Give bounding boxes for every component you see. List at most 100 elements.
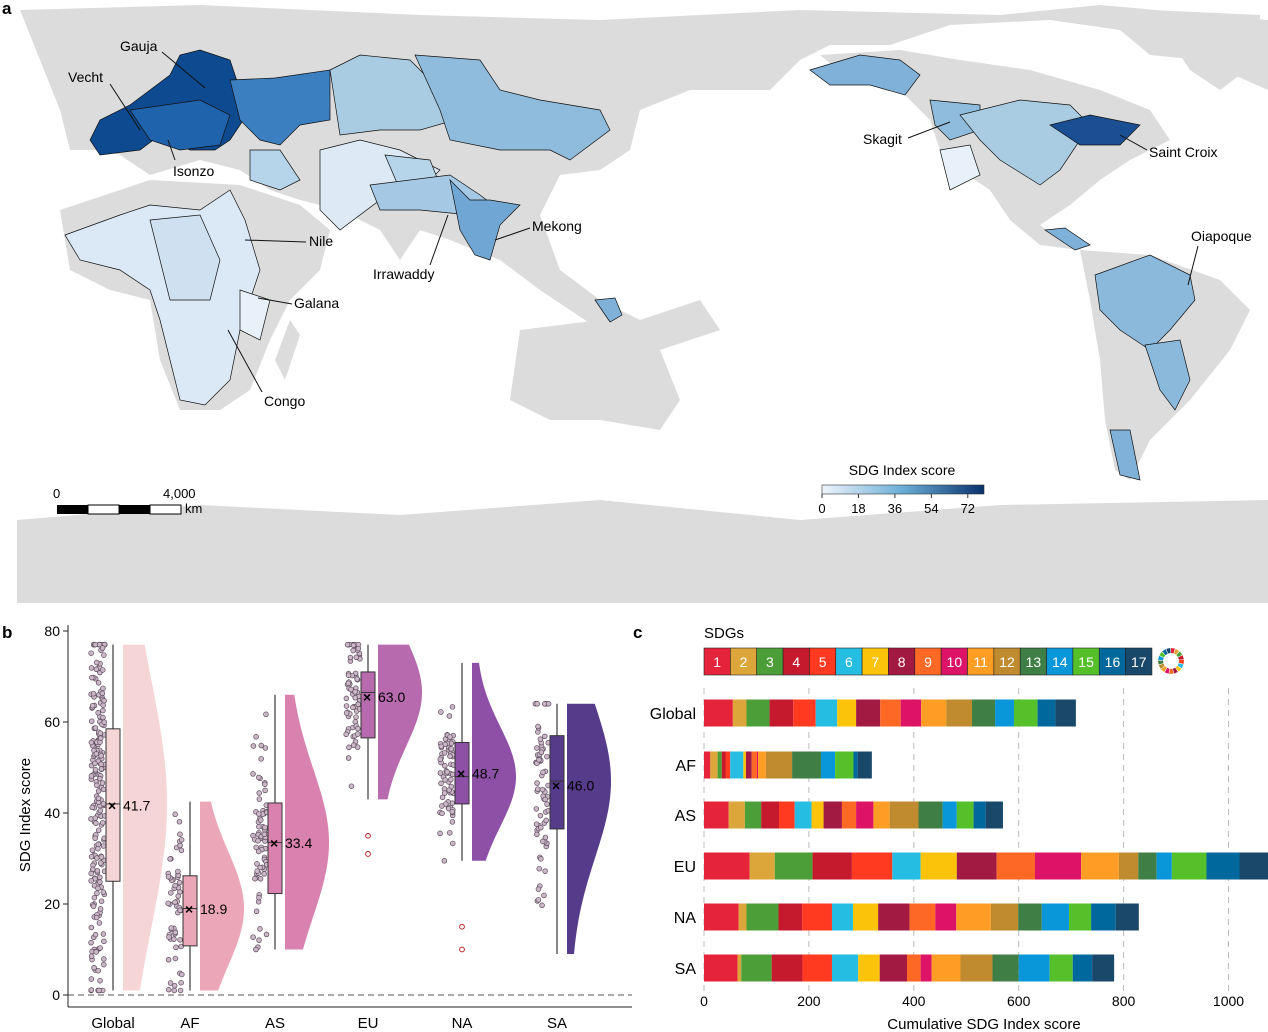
data-point xyxy=(536,865,542,872)
density-cloud xyxy=(472,662,516,861)
data-point xyxy=(541,892,547,899)
bar-segment-sdg-8 xyxy=(878,903,910,931)
data-point xyxy=(88,924,95,931)
leader-line xyxy=(1119,134,1148,151)
data-point xyxy=(167,856,173,862)
bar-segment-sdg-11 xyxy=(758,751,766,779)
data-point xyxy=(449,771,456,778)
bar-segment-sdg-1 xyxy=(704,954,738,982)
data-point xyxy=(88,773,95,779)
category-label: AF xyxy=(676,758,697,775)
bar-segment-sdg-9 xyxy=(841,801,857,829)
sdg-legend-label: 3 xyxy=(766,654,774,670)
bar-segment-sdg-12 xyxy=(765,751,793,779)
y-tick-label: 80 xyxy=(44,623,60,639)
data-point xyxy=(96,987,102,994)
data-point xyxy=(90,866,96,873)
sdg-wheel-segment xyxy=(1161,666,1167,673)
y-tick-label: 20 xyxy=(44,896,60,912)
scale-end: 4,000 xyxy=(163,486,196,501)
bar-segment-sdg-5 xyxy=(725,751,731,779)
data-point xyxy=(88,650,94,656)
panel-a-label: a xyxy=(2,0,12,18)
data-point xyxy=(175,893,181,899)
data-point xyxy=(540,838,546,845)
bar-segment-sdg-16 xyxy=(1206,852,1240,880)
bar-segment-sdg-11 xyxy=(931,954,961,982)
data-point xyxy=(100,843,107,849)
leader-line xyxy=(494,227,531,241)
river-basin xyxy=(249,149,301,191)
sdg-legend-label: 8 xyxy=(898,654,906,670)
data-point xyxy=(449,808,455,815)
data-point xyxy=(350,704,356,711)
bar-segment-sdg-4 xyxy=(761,801,780,829)
bar-segment-sdg-15 xyxy=(1069,903,1092,931)
data-point xyxy=(539,902,545,909)
legend-title: SDG Index score xyxy=(849,462,956,478)
data-point xyxy=(438,709,444,715)
sdg-wheel-segment xyxy=(1166,648,1171,654)
data-point xyxy=(534,780,540,786)
bar-segment-sdg-13 xyxy=(918,801,943,829)
world-map: Gauja Vecht Isonzo Nile Galana Congo Irrawaddy… xyxy=(2,0,1268,603)
data-point xyxy=(97,807,104,814)
bar-segment-sdg-16 xyxy=(973,801,986,829)
data-point xyxy=(447,830,453,836)
data-point xyxy=(252,875,258,882)
data-point xyxy=(88,718,95,724)
x-tick-label: NA xyxy=(452,1015,473,1032)
data-point xyxy=(256,774,262,781)
bar-segment-sdg-3 xyxy=(746,903,779,931)
legend-tick-label: 18 xyxy=(851,501,865,516)
data-point xyxy=(98,753,104,759)
data-point xyxy=(99,645,106,651)
bar-segment-sdg-13 xyxy=(792,751,821,779)
river-basins xyxy=(64,49,1196,481)
data-point xyxy=(250,934,256,940)
mean-label: 18.9 xyxy=(200,901,227,917)
bar-segment-sdg-15 xyxy=(1171,852,1207,880)
bar-segment-sdg-14 xyxy=(820,751,836,779)
map-legend: SDG Index score 0 18 36 54 72 xyxy=(818,462,985,516)
outlier-point xyxy=(459,923,465,930)
bar-segment-sdg-7 xyxy=(920,852,957,880)
data-point xyxy=(257,864,263,871)
data-point xyxy=(100,702,106,708)
data-point xyxy=(100,889,107,895)
data-point xyxy=(441,790,448,796)
data-point xyxy=(448,776,454,783)
data-point xyxy=(439,810,445,817)
bar-segment-sdg-6 xyxy=(831,954,859,982)
data-point xyxy=(535,897,542,903)
x-tick-label: AF xyxy=(180,1015,199,1032)
data-point xyxy=(97,945,103,951)
leader-line xyxy=(227,329,263,393)
data-point xyxy=(534,745,540,751)
data-point xyxy=(542,868,548,874)
data-point xyxy=(258,817,264,823)
data-point xyxy=(350,742,357,748)
x-tick-label: 200 xyxy=(797,993,821,1009)
sdg-legend-swatch xyxy=(1125,647,1153,676)
data-point xyxy=(352,689,358,695)
bar-segment-sdg-2 xyxy=(749,852,775,880)
mean-marker: × xyxy=(185,901,193,917)
data-point xyxy=(97,730,104,736)
data-point xyxy=(450,840,456,847)
data-point xyxy=(99,780,106,786)
bar-segment-sdg-10 xyxy=(756,751,759,779)
data-point xyxy=(95,795,102,802)
bar-segment-sdg-11 xyxy=(873,801,890,829)
mean-label: 33.4 xyxy=(285,835,312,851)
raincloud-chart: b SDG Index score 0 20 40 60 80 × 41.7 Global × 1… xyxy=(2,623,632,1032)
data-point xyxy=(250,743,257,749)
data-point xyxy=(437,830,443,837)
data-point xyxy=(95,710,101,716)
panel-c-label: c xyxy=(633,623,642,642)
data-point xyxy=(171,936,177,942)
data-point xyxy=(168,925,175,931)
bar-segment-sdg-7 xyxy=(743,751,746,779)
data-point xyxy=(88,665,95,671)
